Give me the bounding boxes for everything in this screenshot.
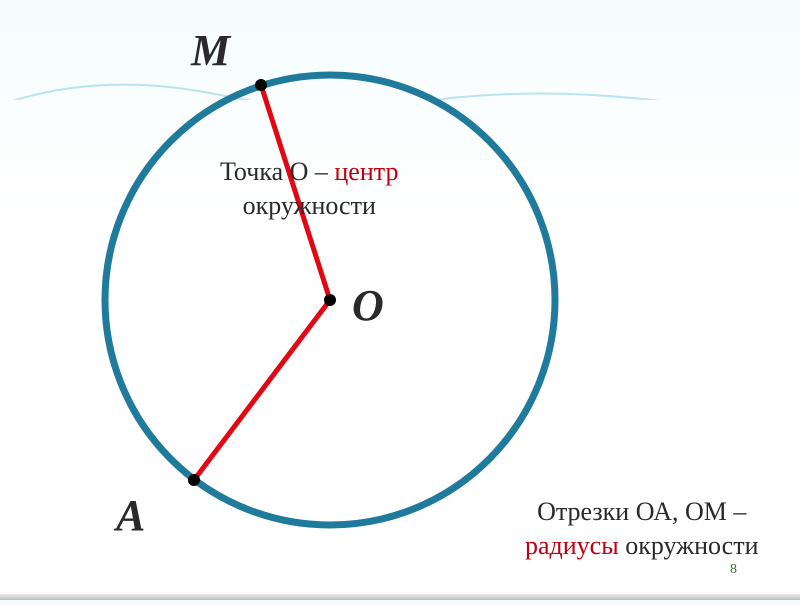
label-A: А <box>116 490 145 541</box>
label-O: О <box>352 280 384 331</box>
bottom-shadow <box>0 594 800 600</box>
caption-center-line2: окружности <box>243 191 376 220</box>
caption-radius: Отрезки ОА, ОМ – радиусы окружности <box>525 495 759 563</box>
caption-center: Точка О – центр окружности <box>220 155 398 223</box>
caption-center-line1: Точка О – <box>220 157 334 186</box>
caption-radius-line1: Отрезки ОА, ОМ – <box>537 497 746 526</box>
geometry-diagram: М О А Точка О – центр окружности Отрезки… <box>0 0 800 600</box>
label-M: М <box>191 25 230 76</box>
radius-OA <box>194 300 330 480</box>
caption-radius-keyword: радиусы <box>525 531 619 560</box>
caption-radius-line2: окружности <box>619 531 759 560</box>
point-O-dot <box>324 294 336 306</box>
point-A-dot <box>188 474 200 486</box>
point-M-dot <box>255 79 267 91</box>
page-number: 8 <box>730 562 737 578</box>
caption-center-keyword: центр <box>334 157 398 186</box>
